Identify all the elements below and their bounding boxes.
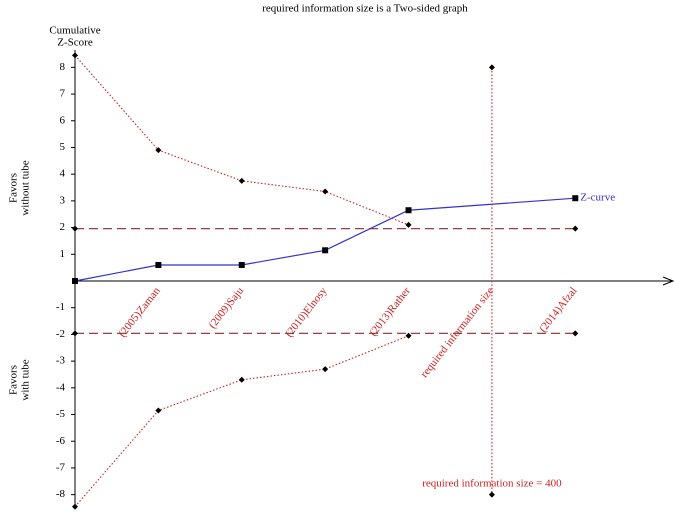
x-tick-label: (2014)Afzal — [537, 285, 580, 335]
y-tick-label: -8 — [56, 488, 66, 500]
annotation: required information size = 400 — [422, 477, 562, 489]
y-tick-label: -1 — [56, 301, 65, 313]
y-tick-label: -7 — [56, 461, 66, 473]
point-marker — [572, 195, 579, 202]
x-tick-label: (2009)Saju — [207, 285, 247, 331]
y-axis-label: Cumulative — [49, 25, 100, 37]
point-marker — [238, 376, 245, 383]
y-tick-label: -2 — [56, 328, 65, 340]
side-label-line: Favors — [8, 173, 20, 203]
point-marker — [238, 177, 245, 184]
point-marker — [572, 225, 579, 232]
lower-side-label: Favors with tube — [8, 359, 32, 400]
point-marker — [155, 261, 162, 268]
point-marker — [488, 491, 495, 498]
point-marker — [488, 64, 495, 71]
side-label-line: with tube — [20, 359, 32, 400]
chart-title: required information size is a Two-sided… — [262, 3, 468, 15]
point-marker — [72, 225, 78, 232]
series-line — [74, 54, 409, 226]
point-marker — [405, 221, 412, 228]
y-tick-label: 7 — [60, 88, 66, 100]
point-marker — [155, 147, 162, 154]
series-line — [74, 197, 576, 282]
point-marker — [405, 332, 412, 339]
side-label-line: without tube — [20, 160, 32, 215]
point-marker — [572, 330, 579, 337]
y-tick-label: 5 — [60, 141, 66, 153]
series-line — [74, 335, 409, 508]
side-label-line: Favors — [8, 365, 20, 395]
point-marker — [238, 261, 245, 268]
point-marker — [155, 407, 162, 414]
y-axis-label: Z-Score — [57, 37, 93, 49]
point-marker — [322, 366, 329, 373]
y-tick-label: 8 — [60, 61, 66, 73]
y-tick-label: -4 — [56, 381, 66, 393]
series-label: Z-curve — [580, 192, 615, 204]
point-marker — [322, 188, 329, 195]
y-tick-label: 2 — [60, 221, 66, 233]
point-marker — [72, 52, 78, 59]
y-tick-label: -3 — [56, 355, 66, 367]
y-tick-label: -6 — [56, 435, 66, 447]
x-tick-label: required information size — [418, 285, 496, 380]
y-tick-label: 3 — [60, 194, 66, 206]
point-marker — [72, 503, 78, 510]
point-marker — [72, 278, 78, 284]
point-marker — [72, 330, 78, 337]
x-tick-label: (2005)Zaman — [116, 285, 163, 340]
point-marker — [405, 207, 412, 214]
point-marker — [322, 247, 329, 254]
y-tick-label: 1 — [60, 248, 66, 260]
x-axis-arrow — [662, 276, 675, 286]
x-tick-label: (2010)Elnosy — [283, 285, 330, 340]
x-tick-label: (2013)Rather — [367, 285, 413, 339]
y-tick-label: 6 — [60, 114, 66, 126]
y-tick-label: 4 — [60, 168, 66, 180]
y-tick-label: -5 — [56, 408, 66, 420]
upper-side-label: Favors without tube — [8, 160, 32, 215]
